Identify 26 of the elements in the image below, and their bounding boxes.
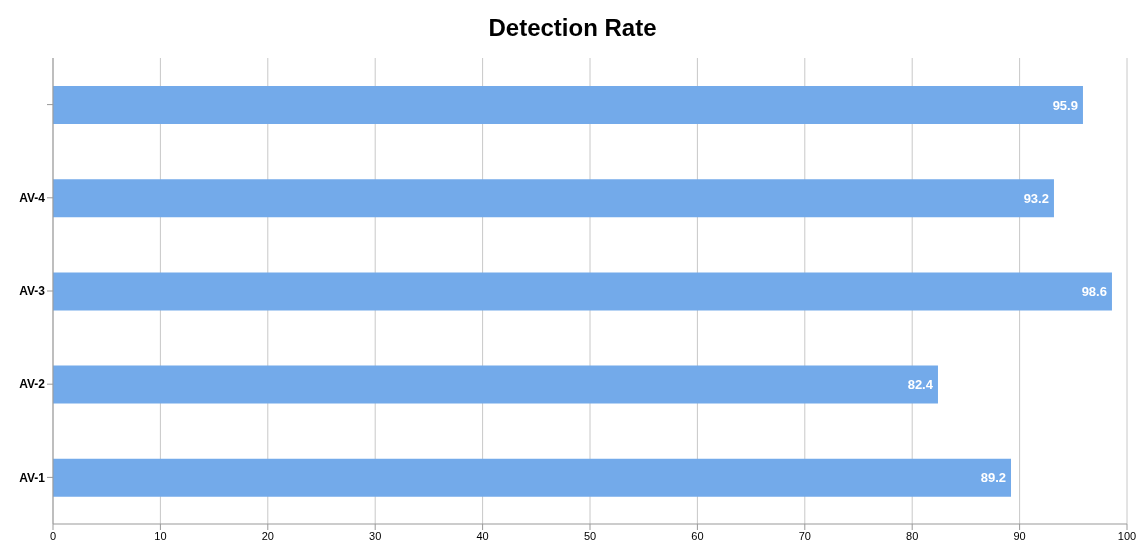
x-tick-label: 20 bbox=[261, 529, 274, 542]
x-tick-label: 50 bbox=[583, 529, 597, 542]
x-tick-label: 90 bbox=[1013, 529, 1026, 542]
data-label: 89.2 bbox=[980, 470, 1007, 486]
chart-title: Detection Rate bbox=[487, 13, 658, 43]
data-label: 95.9 bbox=[1052, 97, 1078, 113]
bar bbox=[53, 86, 1083, 124]
y-tick-label: AV-2 bbox=[19, 377, 46, 392]
x-tick-label: 30 bbox=[369, 529, 382, 542]
x-tick-label: 10 bbox=[154, 529, 167, 542]
data-label: 82.4 bbox=[907, 377, 934, 393]
x-tick-label: 100 bbox=[1117, 529, 1137, 542]
y-tick-label: AV-3 bbox=[19, 284, 46, 299]
y-tick-label: AV-4 bbox=[19, 191, 46, 206]
x-tick-label: 80 bbox=[906, 529, 919, 542]
bar bbox=[53, 179, 1054, 218]
data-label: 93.2 bbox=[1023, 190, 1049, 206]
x-tick-label: 70 bbox=[798, 529, 811, 542]
bar bbox=[53, 272, 1112, 311]
y-tick-label: AV-1 bbox=[19, 470, 46, 485]
x-tick-label: 60 bbox=[691, 529, 704, 542]
bar bbox=[53, 365, 938, 404]
x-tick-label: 40 bbox=[476, 529, 489, 542]
bar bbox=[53, 458, 1012, 497]
data-label: 98.6 bbox=[1081, 284, 1107, 300]
x-tick-label: 0 bbox=[49, 529, 57, 542]
